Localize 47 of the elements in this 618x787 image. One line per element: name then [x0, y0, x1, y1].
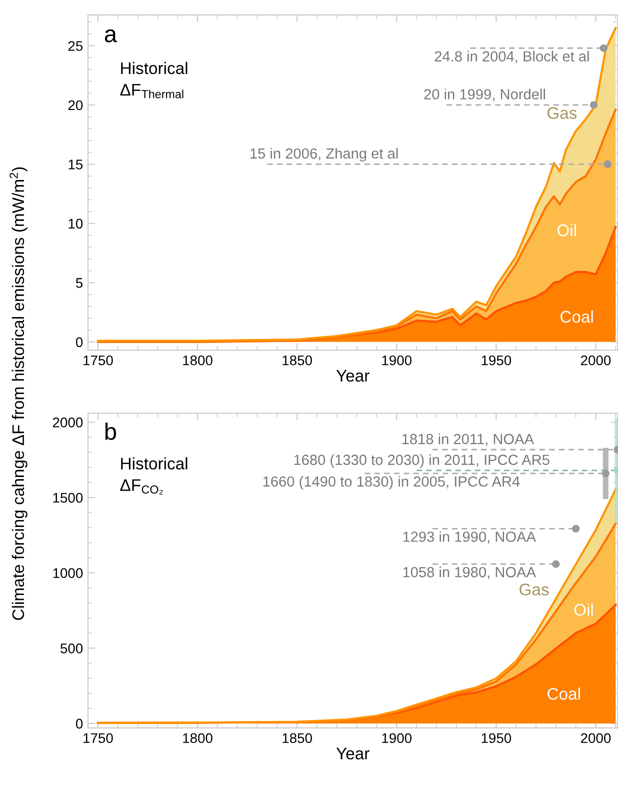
x-tick-label: 1900: [382, 733, 412, 744]
x-tick-label: 1750: [84, 733, 113, 744]
series-label: Oil: [557, 224, 576, 236]
x-tick-label: 1900: [382, 355, 412, 366]
annotation: 1818 in 2011, NOAA: [402, 434, 534, 446]
x-tick-label: 1750: [84, 355, 113, 366]
y-tick-label: 25: [68, 41, 83, 51]
annotation: 1058 in 1980, NOAA: [403, 566, 536, 580]
x-tick-label: 1850: [282, 355, 312, 366]
x-tick-label: 1800: [183, 355, 212, 366]
series-label: Gas: [547, 107, 577, 119]
annotation: 1660 (1490 to 1830) in 2005, IPCC AR4: [263, 476, 520, 490]
y-tick-label: 20: [68, 100, 83, 110]
series-label: Gas: [520, 584, 549, 596]
chart-title: b: [105, 422, 116, 440]
x-tick-label: 2000: [580, 733, 611, 744]
chart-title: a: [104, 29, 118, 42]
y-tick-label: 0: [76, 337, 83, 348]
y-tick-label: 5: [76, 278, 83, 288]
y-tick-label: 1500: [53, 492, 83, 503]
annotation: 1680 (1330 to 2030) in 2011, IPCC AR5: [294, 454, 550, 468]
point: [604, 160, 612, 168]
x-tick-label: 1950: [482, 355, 512, 366]
annotation: 15 in 2006, Zhang et al: [250, 148, 398, 162]
y-tick-label: 2000: [52, 418, 83, 428]
annotation: 24.8 in 2004, Block et al: [434, 50, 589, 64]
y-tick-label: 1000: [53, 568, 83, 578]
x-tick-label: 2000: [580, 355, 611, 366]
y-tick-label: 0: [76, 718, 83, 729]
x-tick-label: 1950: [482, 733, 512, 744]
series-label: Oil: [574, 603, 593, 616]
y-tick-label: 500: [60, 643, 83, 654]
x-axis-title: Year: [336, 748, 370, 760]
x-tick-label: 1850: [282, 733, 312, 744]
annotation: 20 in 1999, Nordell: [424, 88, 545, 102]
point: [590, 101, 598, 109]
annotation: 1293 in 1990, NOAA: [403, 531, 536, 544]
x-axis-title: Year: [336, 370, 370, 382]
series-label: Coal: [548, 688, 580, 700]
series-label: Coal: [560, 310, 593, 323]
x-tick-label: 1800: [183, 733, 212, 744]
text: Historical ΔF$_{CO₂}$: [120, 457, 188, 495]
y-axis-title: Climate forcing cahnge ΔF from historical emissions (mW/m$^{2}$): [10, 167, 28, 620]
y-tick-label: 10: [68, 218, 83, 229]
y-tick-label: 15: [68, 160, 83, 170]
point: [600, 44, 608, 52]
text: Historical ΔF$_{Thermal}$: [120, 62, 188, 98]
